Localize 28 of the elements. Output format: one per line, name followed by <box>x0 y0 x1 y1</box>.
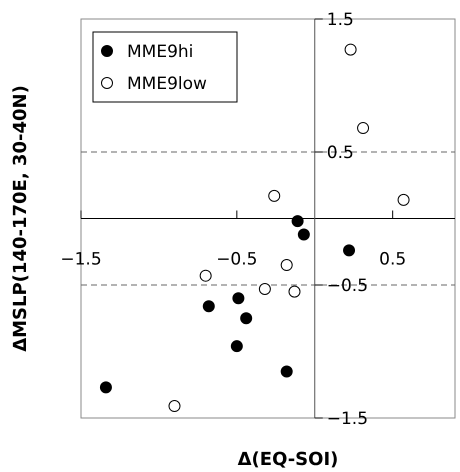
point <box>398 194 410 206</box>
point <box>298 228 310 240</box>
y-tick-label: 1.5 <box>326 10 354 30</box>
x-tick-label: −1.5 <box>60 250 102 270</box>
y-tick-label: −1.5 <box>326 409 368 429</box>
point <box>258 283 271 295</box>
point <box>202 300 215 312</box>
legend-label: MME9low <box>127 74 208 94</box>
point <box>168 400 180 412</box>
point <box>280 259 293 272</box>
point <box>344 44 357 56</box>
point <box>232 292 244 304</box>
point <box>230 340 243 352</box>
point <box>200 270 212 282</box>
x-tick-label: −0.5 <box>216 250 258 270</box>
legend-label: MME9hi <box>127 42 194 62</box>
point <box>288 286 300 298</box>
x-tick-label: 0.5 <box>379 250 406 270</box>
point <box>343 244 356 256</box>
y-tick-label: 0.5 <box>326 143 354 163</box>
point <box>100 381 112 394</box>
y-axis-title: ΔMSLP(140-170E, 30-40N) <box>10 85 31 352</box>
point <box>268 190 280 202</box>
x-axis-title: Δ(EQ-SOI) <box>238 449 338 470</box>
point <box>280 365 293 378</box>
point <box>240 312 252 324</box>
point <box>357 122 370 134</box>
point <box>292 215 304 228</box>
